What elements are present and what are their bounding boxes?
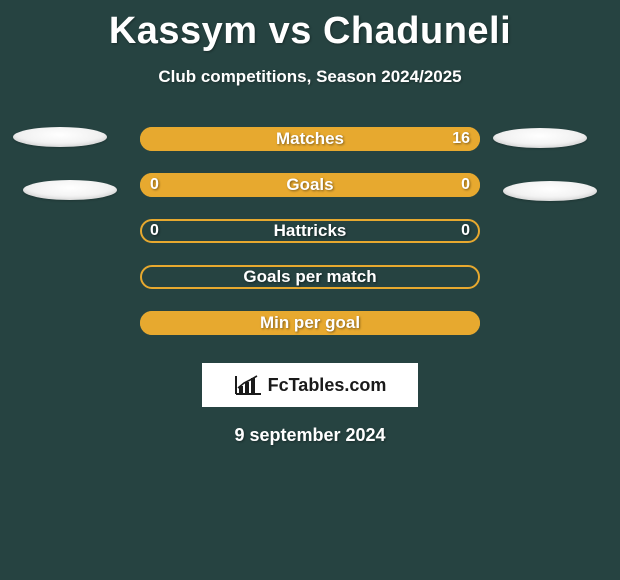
stat-label: Hattricks: [140, 219, 480, 243]
stat-label: Matches: [140, 127, 480, 151]
stat-value-left: 0: [150, 173, 159, 197]
stat-row: Goals per match: [0, 265, 620, 289]
page-subtitle: Club competitions, Season 2024/2025: [0, 67, 620, 87]
page-title: Kassym vs Chaduneli: [0, 0, 620, 53]
stat-value-right: 16: [452, 127, 470, 151]
stat-value-right: 0: [461, 173, 470, 197]
stat-label: Goals per match: [140, 265, 480, 289]
stat-bar: Goals per match: [140, 265, 480, 289]
stat-bar: Goals0 0: [140, 173, 480, 197]
stat-value-right: 0: [461, 219, 470, 243]
stat-label: Min per goal: [140, 311, 480, 335]
stat-row: Hattricks0 0: [0, 219, 620, 243]
stat-label: Goals: [140, 173, 480, 197]
stat-row: Min per goal: [0, 311, 620, 335]
stat-bar: Min per goal: [140, 311, 480, 335]
footer-date: 9 september 2024: [0, 425, 620, 446]
stat-bar: Hattricks0 0: [140, 219, 480, 243]
branding-logo: FcTables.com: [202, 363, 418, 407]
stat-bar: Matches16: [140, 127, 480, 151]
stat-row: Goals0 0: [0, 173, 620, 197]
stat-row: Matches16: [0, 127, 620, 151]
stats-rows: Matches16Goals00Hattricks00Goals per mat…: [0, 127, 620, 335]
branding-text: FcTables.com: [268, 375, 387, 396]
bar-chart-icon: [234, 374, 262, 396]
stat-value-left: 0: [150, 219, 159, 243]
